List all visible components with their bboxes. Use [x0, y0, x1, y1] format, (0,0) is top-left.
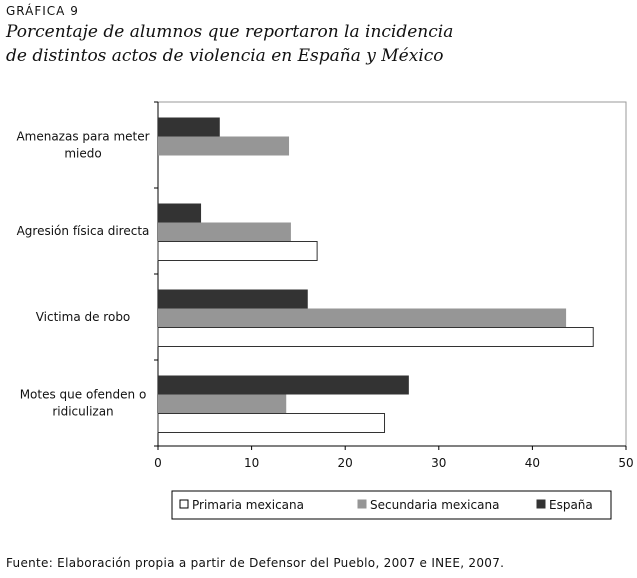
bar-secundaria-mexicana — [158, 308, 567, 328]
x-tick-label: 30 — [431, 456, 446, 470]
category-label: Motes que ofenden o — [20, 388, 147, 402]
bar-secundaria-mexicana — [158, 136, 290, 156]
category-label: ridiculizan — [52, 405, 113, 419]
bar-primaria-mexicana — [157, 327, 594, 347]
figure-label: GRÁFICA 9 — [6, 4, 79, 18]
x-tick-label: 40 — [525, 456, 540, 470]
bar-españa — [158, 289, 308, 309]
legend-swatch — [179, 499, 189, 509]
x-tick-label: 50 — [618, 456, 633, 470]
title-line: de distintos actos de violencia en Españ… — [6, 46, 444, 66]
chart-title: Porcentaje de alumnos que reportaron la … — [6, 20, 453, 68]
category-label: Amenazas para meter — [16, 130, 149, 144]
bar-primaria-mexicana — [157, 241, 318, 261]
bar-españa — [158, 375, 409, 395]
category-label: miedo — [64, 147, 101, 161]
x-tick-label: 20 — [338, 456, 353, 470]
bar-primaria-mexicana — [157, 413, 386, 433]
x-tick-label: 10 — [244, 456, 259, 470]
bar-secundaria-mexicana — [158, 222, 291, 242]
x-tick-label: 0 — [154, 456, 162, 470]
legend-label: Secundaria mexicana — [370, 498, 499, 512]
legend-swatch — [357, 499, 367, 509]
source-note: Fuente: Elaboración propia a partir de D… — [6, 556, 505, 570]
category-label: Agresión física directa — [17, 224, 150, 238]
category-label: Victima de robo — [36, 310, 131, 324]
title-line: Porcentaje de alumnos que reportaron la … — [6, 22, 454, 42]
legend-label: España — [549, 498, 593, 512]
legend-swatch — [536, 499, 546, 509]
bar-españa — [158, 203, 202, 223]
bar-españa — [158, 117, 220, 137]
legend-label: Primaria mexicana — [192, 498, 304, 512]
bar-secundaria-mexicana — [158, 394, 287, 414]
